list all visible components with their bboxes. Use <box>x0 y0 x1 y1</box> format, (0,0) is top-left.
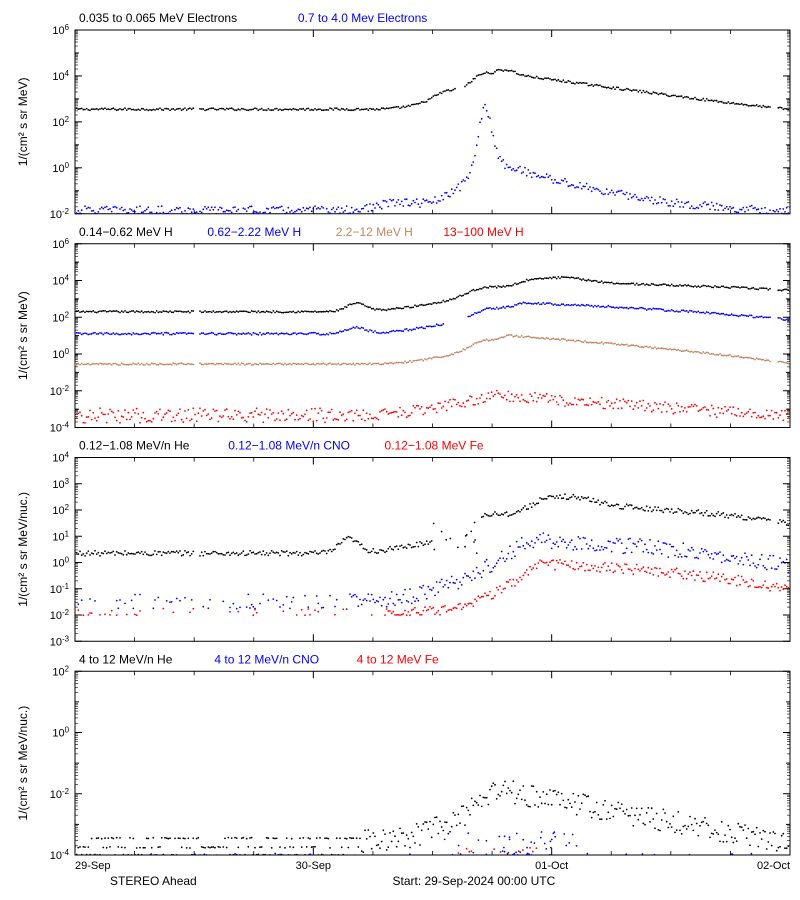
series-group <box>74 69 791 216</box>
y-axis-label: 1/(cm² s sr MeV) <box>16 291 30 380</box>
y-tick-label: 10-2 <box>50 786 69 801</box>
panel-2: 10-3 10-2 10-1 100 101 102 103 104 1/(cm² s sr M… <box>16 439 791 649</box>
series-3-1 <box>96 831 752 856</box>
series-3-2 <box>457 847 537 854</box>
series-3-0 <box>74 780 791 856</box>
footer-left: STEREO Ahead <box>110 874 197 888</box>
y-tick-label: 102 <box>52 310 69 325</box>
y-tick-label: 10-2 <box>50 206 69 221</box>
legend-label: 0.12−1.08 MeV/n He <box>79 439 190 453</box>
series-group <box>74 780 791 856</box>
y-tick-label: 100 <box>52 347 69 362</box>
legend-label: 13−100 MeV H <box>443 225 523 239</box>
y-tick-label: 10-4 <box>50 848 70 863</box>
series-0-1 <box>74 104 791 216</box>
series-1-0 <box>74 276 791 314</box>
y-tick-label: 104 <box>52 68 69 83</box>
y-axis-label: 1/(cm² s sr MeV/nuc.) <box>16 706 30 821</box>
y-tick-label: 102 <box>52 664 69 679</box>
y-axis-label: 1/(cm² s sr MeV) <box>16 78 30 167</box>
y-tick-label: 101 <box>52 529 69 544</box>
legend-label: 0.12−1.08 MeV/n CNO <box>228 439 350 453</box>
panel-3: 10-4 10-2 100 102 29-Sep 30-Sep 01-Oct 02-Oct 1/… <box>16 652 791 872</box>
series-2-0 <box>74 493 791 557</box>
y-tick-label: 10-2 <box>50 608 69 623</box>
series-1-3 <box>74 390 791 424</box>
y-tick-label: 103 <box>52 476 69 491</box>
series-0-0 <box>74 69 791 112</box>
panel-frame <box>75 30 790 214</box>
legend-label: 0.12−1.08 MeV Fe <box>385 439 484 453</box>
y-tick-label: 106 <box>52 236 69 251</box>
series-1-1 <box>74 301 791 335</box>
legend-label: 0.7 to 4.0 Mev Electrons <box>298 11 427 25</box>
y-tick-label: 100 <box>52 160 69 175</box>
x-tick-label: 01-Oct <box>535 860 568 872</box>
panel-1: 10-4 10-2 100 102 104 106 1/(cm² s sr MeV) 0.14… <box>16 225 791 435</box>
y-tick-label: 104 <box>52 273 69 288</box>
series-2-2 <box>77 559 790 616</box>
y-tick-label: 10-1 <box>50 581 69 596</box>
legend-label: 0.14−0.62 MeV H <box>79 225 173 239</box>
legend-label: 4 to 12 MeV Fe <box>357 652 439 666</box>
panel-frame <box>75 671 790 855</box>
legend-label: 4 to 12 MeV/n He <box>79 652 173 666</box>
y-tick-label: 100 <box>52 725 69 740</box>
y-tick-label: 102 <box>52 503 69 518</box>
chart-stage: 10-2 100 102 104 106 1/(cm² s sr MeV) 0.035 to… <box>0 0 800 900</box>
x-tick-label: 02-Oct <box>757 860 790 872</box>
y-tick-label: 104 <box>52 450 69 465</box>
y-tick-label: 100 <box>52 555 69 570</box>
y-tick-label: 10-4 <box>50 420 70 435</box>
legend-label: 4 to 12 MeV/n CNO <box>214 652 319 666</box>
series-group <box>74 276 791 424</box>
legend-label: 0.035 to 0.065 MeV Electrons <box>79 11 237 25</box>
panel-frame <box>75 458 790 642</box>
plot-svg: 10-2 100 102 104 106 1/(cm² s sr MeV) 0.035 to… <box>0 0 800 900</box>
y-tick-label: 102 <box>52 114 69 129</box>
y-tick-label: 106 <box>52 23 69 38</box>
x-tick-label: 30-Sep <box>296 860 331 872</box>
y-axis-label: 1/(cm² s sr MeV/nuc.) <box>16 492 30 607</box>
legend-label: 2.2−12 MeV H <box>336 225 413 239</box>
footer-center: Start: 29-Sep-2024 00:00 UTC <box>393 874 556 888</box>
x-tick-label: 29-Sep <box>75 860 110 872</box>
series-1-2 <box>74 334 791 366</box>
series-group <box>74 493 791 616</box>
y-tick-label: 10-3 <box>50 634 70 649</box>
legend-label: 0.62−2.22 MeV H <box>207 225 301 239</box>
series-2-1 <box>77 532 790 610</box>
panel-frame <box>75 244 790 428</box>
y-tick-label: 10-2 <box>50 383 69 398</box>
panel-0: 10-2 100 102 104 106 1/(cm² s sr MeV) 0.035 to… <box>16 11 791 221</box>
